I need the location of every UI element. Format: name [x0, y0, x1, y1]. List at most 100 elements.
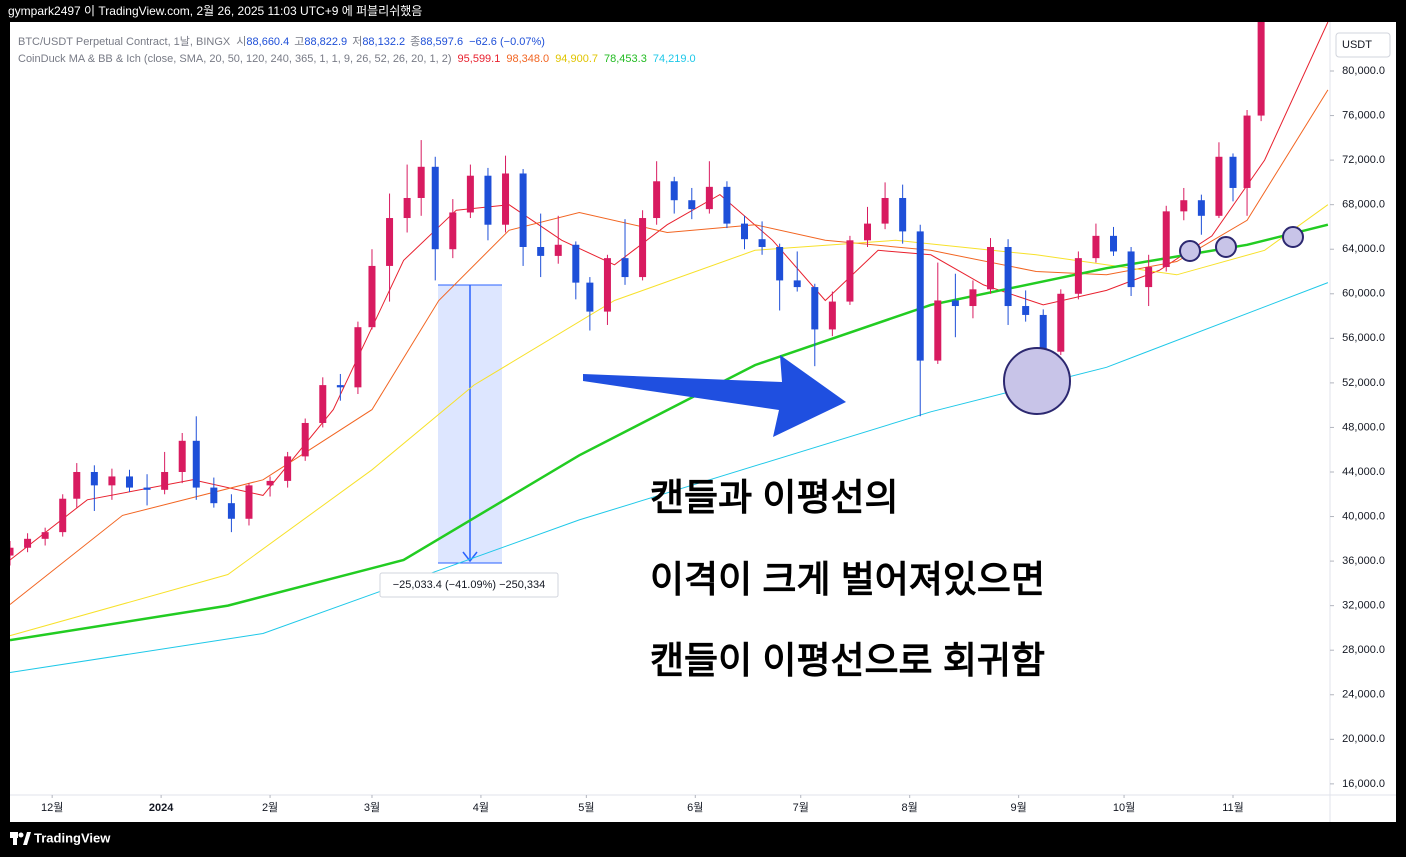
highlight-circle [1282, 226, 1304, 248]
candle-body [1074, 258, 1082, 294]
candle-body [899, 197, 907, 232]
candle-body [319, 385, 327, 423]
ma-value: 95,599.1 [458, 53, 501, 65]
candle-body [10, 547, 14, 556]
candle-body [1004, 246, 1012, 307]
candle-body [301, 422, 309, 457]
change: −62.6 (−0.07%) [469, 36, 545, 48]
currency-box[interactable] [1335, 32, 1391, 58]
ma-value: 74,219.0 [653, 53, 696, 65]
measure-label-box [379, 572, 559, 598]
candle-body [572, 244, 580, 283]
candle-body [519, 173, 527, 247]
candle-body [178, 440, 186, 472]
candle-body [1257, 22, 1265, 116]
x-tick-label: 2024 [149, 802, 174, 814]
x-tick-label: 3월 [364, 801, 380, 814]
x-tick-label: 6월 [687, 801, 703, 814]
indicator-legend: CoinDuck MA & BB & Ich (close, SMA, 20, … [18, 53, 696, 65]
y-tick-label: 68,000.0 [1342, 199, 1385, 211]
x-tick-label: 7월 [793, 801, 809, 814]
y-tick-label: 44,000.0 [1342, 466, 1385, 478]
candle-body [969, 289, 977, 307]
candle-body [484, 175, 492, 225]
ohlc-value: 88,660.4 [246, 36, 289, 48]
candle-body [1092, 235, 1100, 259]
x-tick-label: 11월 [1222, 801, 1244, 814]
candle-body [951, 300, 959, 307]
indicator: CoinDuck MA & BB & Ich (close, SMA, 20, … [18, 53, 452, 65]
candle-body [723, 186, 731, 224]
candle-body [864, 223, 872, 241]
candle-body [586, 282, 594, 312]
candle-body [245, 485, 253, 519]
y-tick-label: 40,000.0 [1342, 510, 1385, 522]
moving-average [10, 204, 1329, 637]
candle-body [1180, 200, 1188, 212]
plot-area [10, 22, 1329, 673]
candle-body [161, 471, 169, 490]
candle-body [90, 471, 98, 486]
publish-header: gympark2497 이 TradingView.com, 2월 26, 20… [8, 4, 422, 18]
y-tick-label: 48,000.0 [1342, 421, 1385, 433]
candle-body [1162, 211, 1170, 268]
moving-average [10, 22, 1329, 561]
candle-body [354, 327, 362, 388]
candle-body [1197, 200, 1205, 216]
annotation: 이격이 크게 벌어져있으면 [650, 559, 1045, 600]
candle-body [24, 538, 32, 548]
candle-body [41, 532, 49, 539]
candle-body [466, 175, 474, 213]
y-tick-label: 36,000.0 [1342, 555, 1385, 567]
candle-body [776, 246, 784, 281]
y-tick-label: 64,000.0 [1342, 243, 1385, 255]
ohlc-value: 88,132.2 [362, 36, 405, 48]
candle-body [1110, 235, 1118, 252]
candle-body [670, 181, 678, 201]
y-tick-label: 80,000.0 [1342, 65, 1385, 77]
logo [10, 832, 31, 845]
candle-body [916, 231, 924, 361]
ohlc-value: 88,597.6 [420, 36, 463, 48]
highlight-circle [1215, 236, 1237, 258]
ohlc-key: 시 [236, 36, 246, 48]
y-tick-label: 16,000.0 [1342, 778, 1385, 790]
candle-body [125, 476, 133, 488]
annotation: 캔들과 이평선의 [650, 477, 899, 518]
ma-value: 98,348.0 [506, 53, 549, 65]
candle-body [603, 258, 611, 312]
candle-body [811, 287, 819, 330]
candle-body [881, 197, 889, 224]
chart-pane [10, 22, 1396, 822]
candle-body [266, 480, 274, 486]
highlight-circle [1003, 347, 1071, 415]
candle-body [741, 223, 749, 240]
candle-body [284, 456, 292, 481]
x-tick-label: 9월 [1011, 801, 1027, 814]
candle-body [705, 186, 713, 210]
big-arrow [583, 355, 846, 437]
measure-arrowhead [462, 551, 478, 563]
y-tick-label: 24,000.0 [1342, 689, 1385, 701]
candle-body [59, 498, 67, 533]
currency[interactable]: USDT [1342, 39, 1372, 51]
candle-body [1127, 251, 1135, 288]
candle-body [386, 218, 394, 266]
candle-body [688, 200, 696, 210]
y-tick-label: 28,000.0 [1342, 644, 1385, 656]
ohlc-value: 88,822.9 [304, 36, 347, 48]
symbol: BTC/USDT Perpetual Contract, 1날, BINGX [18, 35, 231, 48]
candle-body [828, 301, 836, 330]
ohlc-key: 고 [294, 36, 304, 48]
candle-body [639, 218, 647, 278]
x-tick-label: 4월 [473, 801, 489, 814]
candle-body [934, 300, 942, 361]
symbol-legend: BTC/USDT Perpetual Contract, 1날, BINGX 시8… [18, 35, 545, 48]
candle-body [336, 385, 344, 388]
ma-value: 94,900.7 [555, 53, 598, 65]
highlight-circle [1179, 240, 1201, 262]
candle-body [1039, 314, 1047, 352]
measure-label: −25,033.4 (−41.09%) −250,334 [393, 579, 546, 591]
candle-body [987, 246, 995, 290]
